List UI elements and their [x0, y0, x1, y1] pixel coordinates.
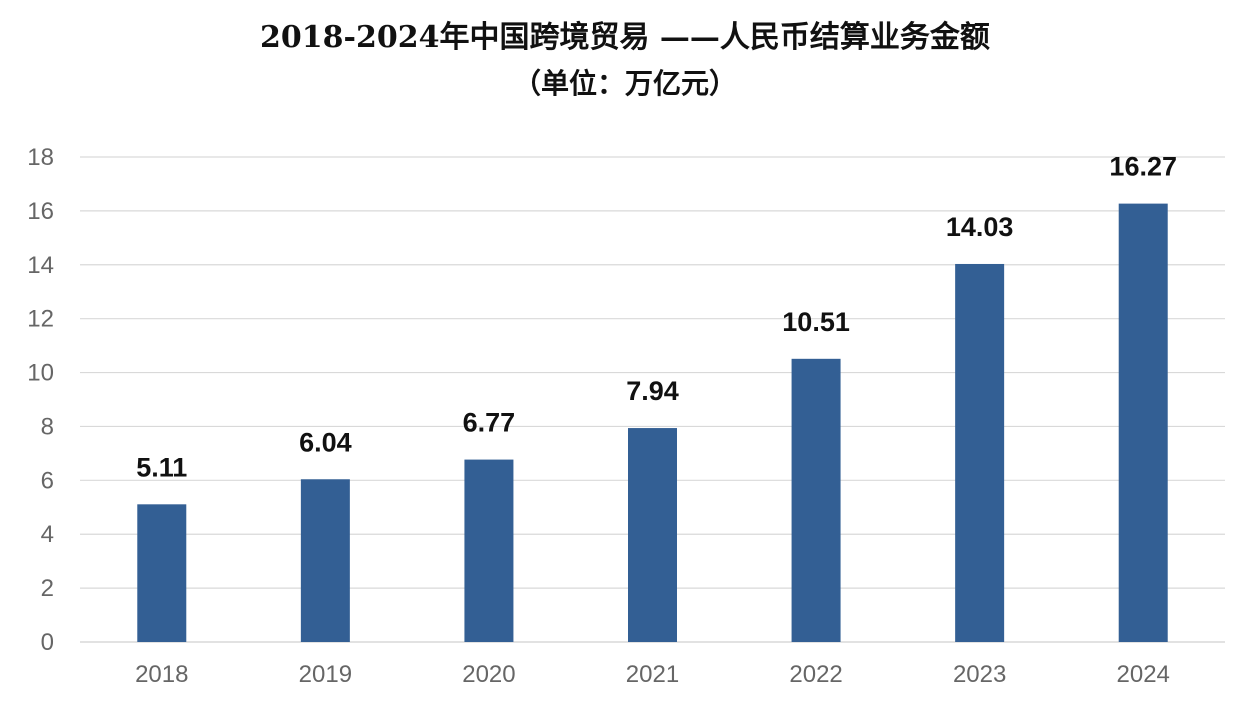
bar: [1118, 203, 1168, 642]
data-label: 7.94: [626, 376, 679, 406]
y-tick-label: 14: [27, 252, 54, 279]
chart-subtitle: （单位：万亿元）: [512, 67, 737, 100]
x-tick-label: 2023: [953, 661, 1006, 688]
data-label: 6.77: [463, 408, 516, 438]
y-tick-label: 10: [27, 360, 54, 387]
y-tick-label: 2: [41, 575, 54, 602]
chart-title-block: 2018-2024年中国跨境贸易 ——人民币结算业务金额 （单位：万亿元）: [0, 18, 1250, 106]
bar: [628, 428, 677, 642]
data-label: 5.11: [136, 452, 187, 482]
bar: [137, 504, 187, 642]
data-label: 6.04: [299, 427, 352, 457]
x-tick-label: 2022: [789, 661, 842, 688]
y-tick-label: 4: [41, 521, 54, 548]
y-tick-label: 8: [41, 413, 54, 440]
bar: [955, 263, 1005, 642]
chart-title: 2018-2024年中国跨境贸易 ——人民币结算业务金额: [260, 20, 990, 55]
y-tick-label: 12: [27, 306, 54, 333]
y-tick-label: 0: [41, 629, 54, 656]
bar: [791, 358, 841, 642]
x-tick-label: 2021: [626, 661, 679, 688]
data-label: 16.27: [1109, 152, 1177, 182]
y-tick-label: 16: [27, 198, 54, 225]
data-label: 14.03: [946, 212, 1014, 242]
bar: [464, 459, 514, 642]
x-tick-label: 2024: [1117, 661, 1170, 688]
data-label: 10.51: [782, 307, 850, 337]
x-tick-label: 2018: [135, 661, 188, 688]
x-tick-label: 2019: [299, 661, 352, 688]
bar: [300, 479, 350, 642]
x-tick-label: 2020: [462, 661, 515, 688]
y-tick-label: 6: [41, 467, 54, 494]
y-tick-label: 18: [27, 144, 54, 171]
